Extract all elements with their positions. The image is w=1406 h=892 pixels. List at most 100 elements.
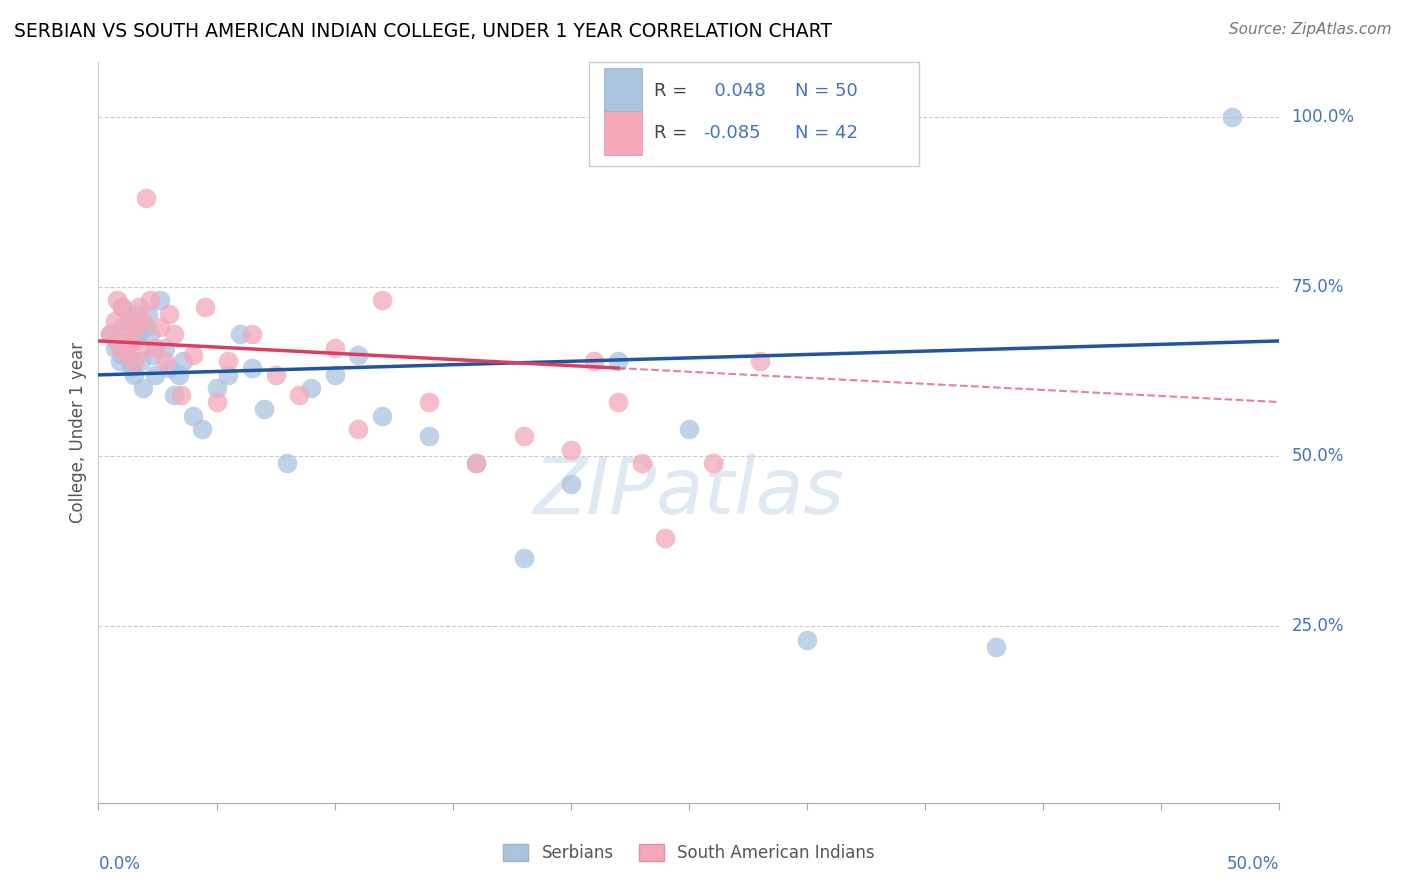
Text: 50.0%: 50.0% bbox=[1291, 448, 1344, 466]
Point bbox=[142, 347, 165, 361]
Point bbox=[132, 382, 155, 396]
Point bbox=[1220, 110, 1243, 124]
Point bbox=[323, 368, 346, 382]
Point bbox=[143, 341, 166, 355]
Point bbox=[149, 293, 172, 308]
Text: R =: R = bbox=[654, 124, 686, 142]
Point bbox=[163, 327, 186, 342]
FancyBboxPatch shape bbox=[605, 69, 641, 112]
Legend: Serbians, South American Indians: Serbians, South American Indians bbox=[496, 837, 882, 869]
Point bbox=[630, 456, 652, 470]
Point bbox=[217, 368, 239, 382]
Point bbox=[172, 354, 194, 368]
Point bbox=[276, 456, 298, 470]
Point bbox=[122, 354, 145, 368]
Point bbox=[347, 347, 370, 361]
Point bbox=[157, 307, 180, 321]
Point bbox=[702, 456, 724, 470]
Point bbox=[465, 456, 488, 470]
Point bbox=[512, 551, 534, 566]
Point bbox=[132, 313, 155, 327]
Text: 100.0%: 100.0% bbox=[1291, 108, 1354, 126]
Point bbox=[512, 429, 534, 443]
Point bbox=[122, 368, 145, 382]
Point bbox=[229, 327, 252, 342]
Point bbox=[288, 388, 311, 402]
Text: N = 50: N = 50 bbox=[796, 81, 858, 100]
FancyBboxPatch shape bbox=[589, 62, 920, 166]
Point bbox=[583, 354, 606, 368]
Point bbox=[264, 368, 287, 382]
Point bbox=[125, 307, 148, 321]
Text: N = 42: N = 42 bbox=[796, 124, 858, 142]
Point bbox=[984, 640, 1007, 654]
Y-axis label: College, Under 1 year: College, Under 1 year bbox=[69, 342, 87, 524]
Point bbox=[104, 341, 127, 355]
Point bbox=[153, 341, 176, 355]
Point bbox=[217, 354, 239, 368]
Text: ZIPatlas: ZIPatlas bbox=[533, 454, 845, 530]
Text: -0.085: -0.085 bbox=[703, 124, 761, 142]
Point bbox=[128, 327, 150, 342]
Point bbox=[104, 313, 127, 327]
Point bbox=[205, 382, 228, 396]
Point bbox=[748, 354, 770, 368]
Point bbox=[129, 341, 152, 355]
Point bbox=[105, 293, 128, 308]
Text: 0.048: 0.048 bbox=[703, 81, 766, 100]
Point bbox=[115, 347, 138, 361]
Point bbox=[347, 422, 370, 436]
Point bbox=[607, 354, 630, 368]
Text: 75.0%: 75.0% bbox=[1291, 277, 1344, 295]
Point bbox=[121, 334, 143, 348]
Point bbox=[108, 341, 131, 355]
Point bbox=[465, 456, 488, 470]
Point bbox=[143, 368, 166, 382]
Point bbox=[118, 354, 141, 368]
Point bbox=[678, 422, 700, 436]
Point bbox=[371, 293, 394, 308]
Point bbox=[121, 361, 143, 376]
Point bbox=[112, 341, 135, 355]
Point bbox=[149, 320, 172, 334]
Point bbox=[418, 395, 440, 409]
Point bbox=[111, 347, 134, 361]
Point bbox=[139, 293, 162, 308]
Text: Source: ZipAtlas.com: Source: ZipAtlas.com bbox=[1229, 22, 1392, 37]
Point bbox=[135, 320, 157, 334]
Text: 50.0%: 50.0% bbox=[1227, 855, 1279, 872]
Text: 0.0%: 0.0% bbox=[98, 855, 141, 872]
Point bbox=[136, 307, 159, 321]
Point bbox=[194, 300, 217, 314]
Point bbox=[796, 632, 818, 647]
Point bbox=[157, 361, 180, 376]
Text: SERBIAN VS SOUTH AMERICAN INDIAN COLLEGE, UNDER 1 YEAR CORRELATION CHART: SERBIAN VS SOUTH AMERICAN INDIAN COLLEGE… bbox=[14, 22, 832, 41]
Point bbox=[111, 300, 134, 314]
Point bbox=[181, 347, 204, 361]
Point bbox=[118, 313, 141, 327]
Point bbox=[560, 442, 582, 457]
Point bbox=[607, 395, 630, 409]
Point bbox=[135, 191, 157, 205]
Point bbox=[128, 300, 150, 314]
Point bbox=[118, 313, 141, 327]
Point bbox=[125, 320, 148, 334]
Point bbox=[153, 354, 176, 368]
Point bbox=[323, 341, 346, 355]
Point bbox=[240, 327, 263, 342]
Point bbox=[170, 388, 193, 402]
Point bbox=[111, 300, 134, 314]
Point bbox=[115, 347, 138, 361]
Point bbox=[111, 320, 134, 334]
Text: 25.0%: 25.0% bbox=[1291, 617, 1344, 635]
Point bbox=[654, 531, 676, 545]
Point bbox=[98, 327, 121, 342]
Point bbox=[108, 354, 131, 368]
Point bbox=[418, 429, 440, 443]
Point bbox=[98, 327, 121, 342]
Point bbox=[122, 334, 145, 348]
Point bbox=[163, 388, 186, 402]
Point bbox=[129, 354, 152, 368]
Point bbox=[167, 368, 190, 382]
Point bbox=[112, 327, 135, 342]
